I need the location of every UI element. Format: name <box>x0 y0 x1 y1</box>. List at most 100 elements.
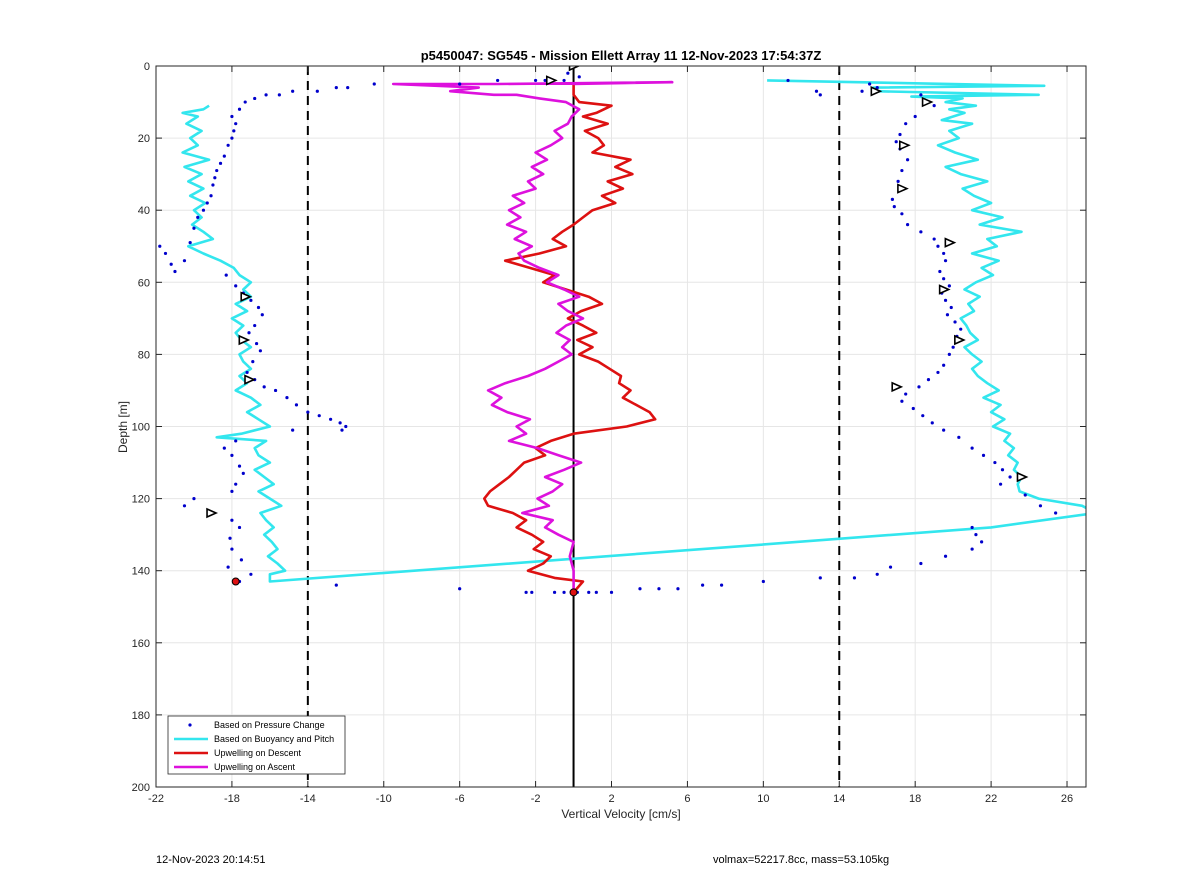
data-point <box>552 590 557 594</box>
legend-swatch-pressure <box>188 723 192 727</box>
data-point <box>1008 475 1012 479</box>
data-point <box>917 385 921 389</box>
data-point <box>158 244 162 248</box>
chart-title: p5450047: SG545 - Mission Ellett Array 1… <box>421 48 822 63</box>
data-point <box>932 104 936 108</box>
data-point <box>228 536 232 540</box>
data-point <box>533 78 538 83</box>
data-point <box>258 349 262 353</box>
data-point <box>676 587 680 591</box>
data-point <box>919 93 923 97</box>
data-point <box>182 259 187 263</box>
x-axis-label: Vertical Velocity [cm/s] <box>561 807 680 821</box>
data-point <box>237 107 242 111</box>
red-marker <box>569 588 578 597</box>
data-point <box>892 204 896 209</box>
data-point <box>818 93 822 97</box>
data-point <box>530 590 534 594</box>
data-point <box>262 385 266 389</box>
data-point <box>981 453 986 457</box>
data-point <box>340 428 344 432</box>
data-point <box>169 262 173 266</box>
data-point <box>230 547 234 551</box>
triangle-marker <box>568 66 581 72</box>
x-tick-label: 14 <box>833 793 845 805</box>
data-point <box>577 75 581 79</box>
data-point <box>980 540 984 544</box>
legend-box <box>167 715 346 775</box>
data-point <box>458 82 462 86</box>
footer-info: volmax=52217.8cc, mass=53.105kg <box>713 854 890 866</box>
data-point <box>188 241 192 245</box>
triangle-marker <box>954 334 966 346</box>
data-point <box>562 78 566 83</box>
x-tick-label: -2 <box>531 793 541 805</box>
data-point <box>609 590 614 594</box>
data-point <box>196 215 200 220</box>
ticks: -22 -18 -14 -10 -6 -2 2 6 10 14 18 22 26020406080100… <box>132 61 1086 805</box>
y-tick-label: 140 <box>132 566 150 578</box>
data-point <box>253 323 257 328</box>
data-point <box>243 100 247 104</box>
data-point <box>875 572 879 576</box>
data-point <box>942 428 946 432</box>
y-tick-label: 160 <box>132 638 150 650</box>
data-point <box>657 587 661 591</box>
data-point <box>942 277 946 281</box>
red-marker <box>231 577 240 586</box>
data-point <box>594 590 598 594</box>
data-point <box>346 86 350 90</box>
y-tick-label: 120 <box>132 494 150 506</box>
data-point <box>230 136 234 140</box>
y-tick-label: 40 <box>138 205 150 217</box>
y-tick-label: 60 <box>138 277 150 289</box>
data-point <box>945 313 950 317</box>
data-point <box>237 464 242 468</box>
data-point <box>224 273 228 277</box>
data-point <box>913 114 917 119</box>
data-point <box>1023 493 1027 497</box>
data-point <box>814 89 819 93</box>
data-point <box>239 558 244 562</box>
data-point <box>701 583 705 587</box>
data-point <box>970 446 974 450</box>
data-point <box>230 453 234 457</box>
data-point <box>974 533 978 537</box>
y-tick-label: 20 <box>138 133 150 145</box>
data-point <box>334 583 338 587</box>
data-point <box>192 497 196 501</box>
series-upwelling-ascent-line <box>391 80 674 589</box>
legend-label-buoyancy: Based on Buoyancy and Pitch <box>214 734 334 744</box>
data-point <box>998 482 1003 486</box>
legend-entry-descent: Upwelling on Descent <box>174 748 302 758</box>
data-point <box>943 554 948 558</box>
triangle-marker <box>545 75 558 86</box>
triangle-marker <box>238 334 251 346</box>
x-tick-label: 18 <box>909 793 921 805</box>
data-point <box>890 197 895 201</box>
data-point <box>232 129 236 133</box>
data-point <box>291 428 295 432</box>
x-tick-label: 10 <box>757 793 769 805</box>
data-point <box>938 269 942 274</box>
data-point <box>241 471 245 475</box>
data-point <box>496 78 500 83</box>
data-point <box>247 331 251 335</box>
data-point <box>888 565 893 569</box>
x-tick-label: 2 <box>608 793 614 805</box>
data-point <box>306 410 310 414</box>
triangle-marker <box>244 374 256 385</box>
reference-lines <box>306 66 841 787</box>
triangle-marker <box>206 507 219 519</box>
data-point <box>953 320 957 324</box>
data-point <box>894 140 898 144</box>
data-point <box>291 89 295 93</box>
data-point <box>905 158 910 162</box>
x-tick-label: -18 <box>224 793 240 805</box>
data-point <box>926 378 931 382</box>
data-point <box>218 161 223 165</box>
y-tick-label: 100 <box>132 422 150 434</box>
data-point <box>294 403 299 407</box>
data-point <box>234 482 238 486</box>
